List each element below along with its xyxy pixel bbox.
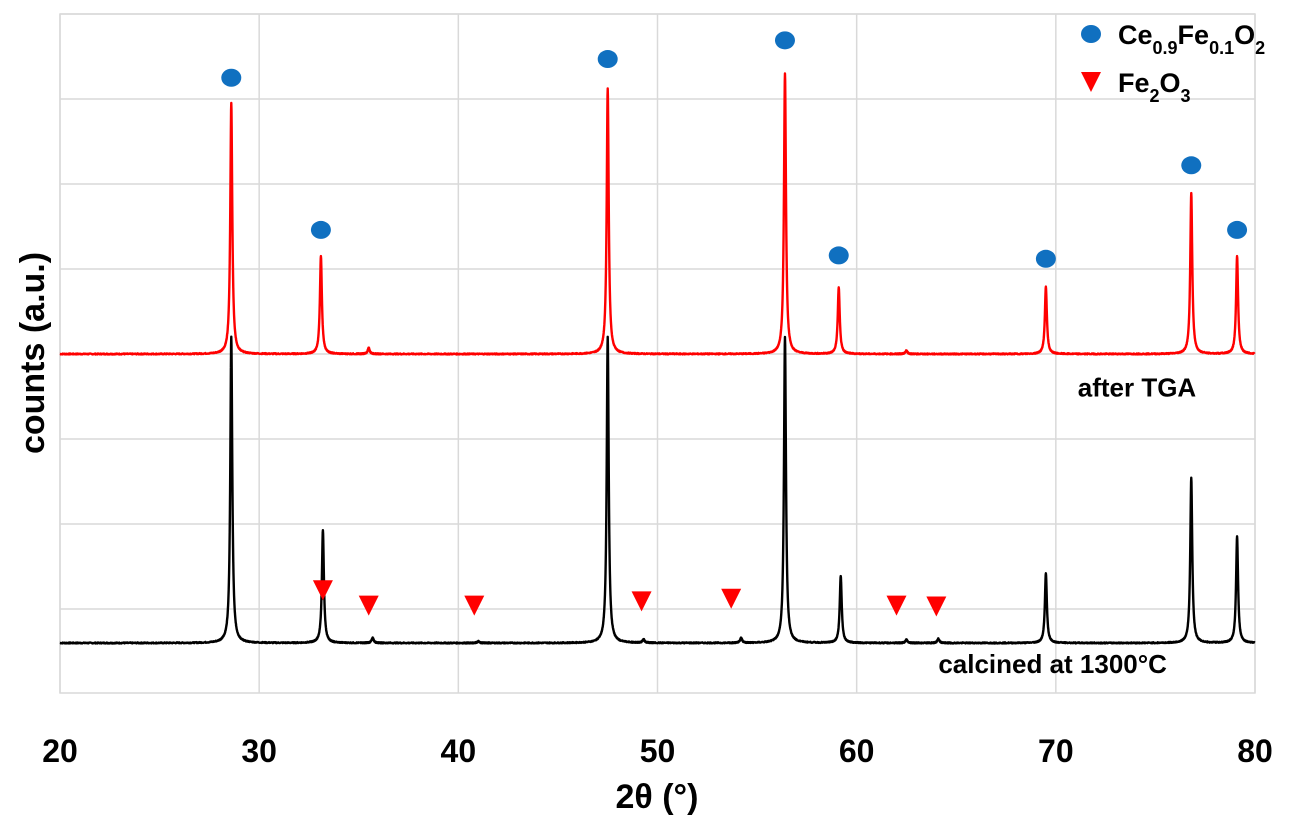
ceria-phase-marker [221,68,242,87]
legend: Ce0.9Fe0.1O2 Fe2O3 [1081,20,1265,106]
x-tick-label: 30 [241,733,277,769]
ceria-phase-marker [310,220,331,239]
traces [59,72,1256,645]
hematite-phase-marker [721,588,742,609]
x-axis-title: 2θ (°) [616,778,699,816]
x-tick-label: 80 [1237,733,1273,769]
hematite-phase-marker [358,595,379,616]
x-tick-label: 40 [441,733,477,769]
legend-circle-icon [1081,25,1101,43]
hematite-phase-marker [926,596,947,617]
ceria-phase-marker [828,246,849,265]
trace-label: after TGA [1078,373,1197,403]
ceria-phase-marker [1035,249,1056,268]
legend-triangle-icon [1081,72,1101,92]
hematite-phase-marker [631,591,652,612]
x-tick-label: 20 [42,733,78,769]
ceria-phase-marker [597,50,618,69]
trace-after-tga [59,72,1256,356]
y-axis-title: counts (a.u.) [14,252,52,454]
ceria-phase-marker [774,31,795,50]
x-tick-label: 60 [839,733,875,769]
hematite-phase-marker [312,580,333,601]
x-tick-label: 50 [640,733,676,769]
legend-label: Ce0.9Fe0.1O2 [1118,20,1265,58]
x-tick-label: 70 [1038,733,1074,769]
trace-label: calcined at 1300°C [938,649,1167,679]
trace-labels: after TGA calcined at 1300°C [938,373,1196,679]
phase-markers [221,31,1248,617]
x-tick-labels: 20 30 40 50 60 70 80 [42,733,1273,769]
legend-label: Fe2O3 [1118,68,1191,106]
hematite-phase-marker [886,595,907,616]
trace-calcined-at-1300-c [59,335,1256,645]
ceria-phase-marker [1227,220,1248,239]
hematite-phase-marker [464,595,485,616]
ceria-phase-marker [1181,156,1202,175]
